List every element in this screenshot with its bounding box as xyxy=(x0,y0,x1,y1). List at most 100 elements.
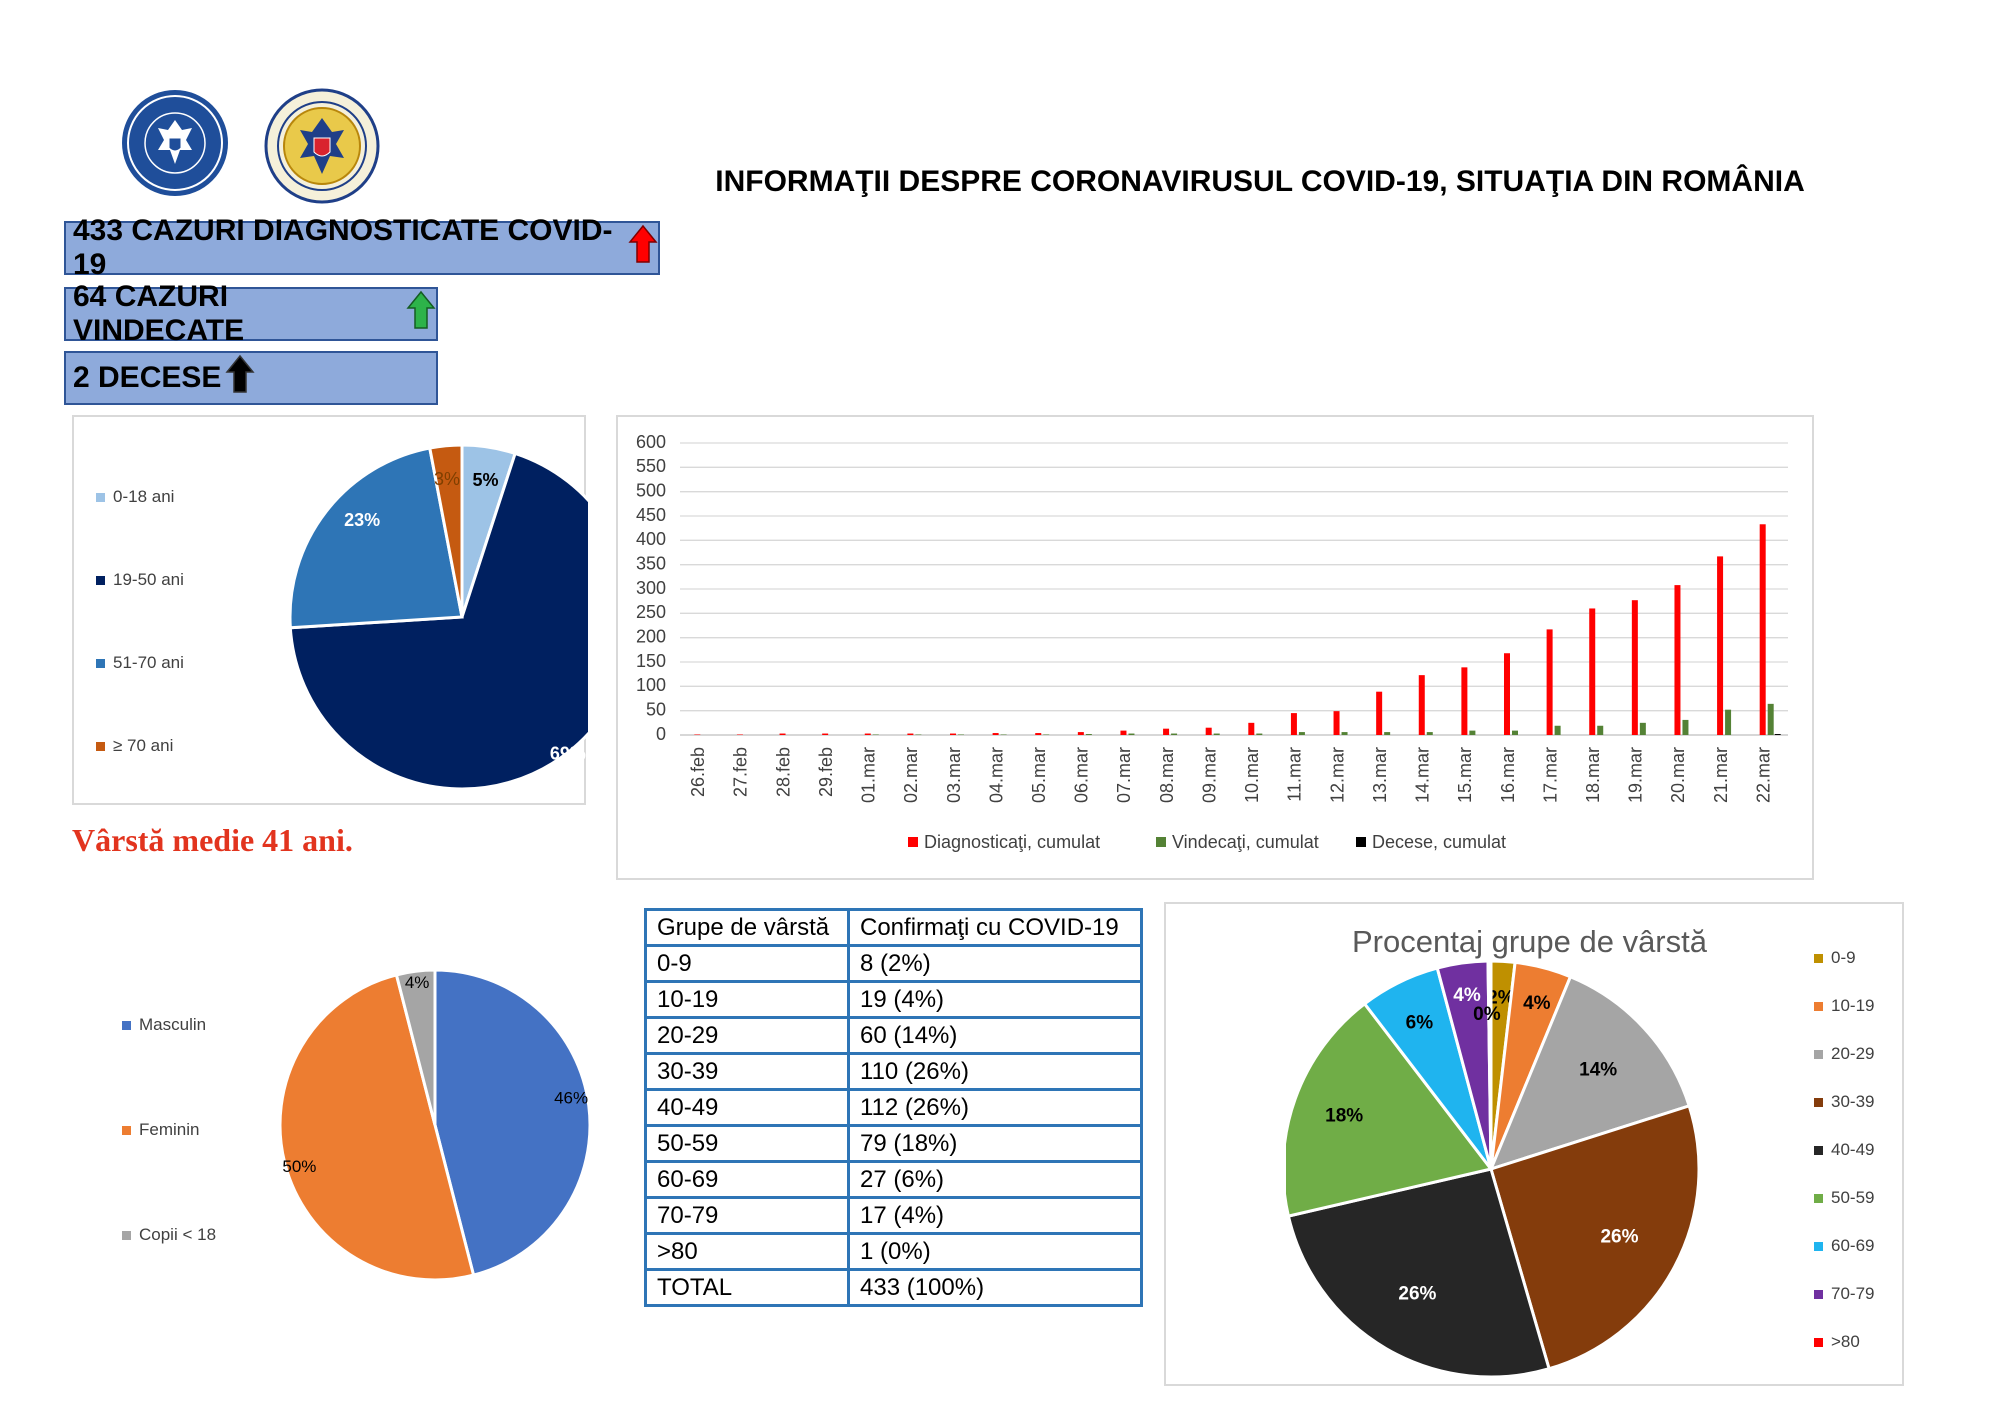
x-tick-label: 10.mar xyxy=(1242,747,1262,803)
pie-slice xyxy=(288,446,464,630)
bar xyxy=(1759,524,1766,735)
bar xyxy=(864,733,871,735)
legend-label: Masculin xyxy=(139,1015,207,1034)
bar xyxy=(1589,608,1596,735)
legend-item: 30-39 xyxy=(1814,1092,1904,1112)
x-tick-label: 26.feb xyxy=(688,747,708,797)
confirmed-cell: 112 (26%) xyxy=(847,1088,1143,1127)
y-tick-label: 350 xyxy=(636,553,666,573)
legend-swatch xyxy=(1814,1049,1823,1059)
pie-data-label: 3% xyxy=(434,469,460,489)
x-tick-label: 09.mar xyxy=(1199,747,1219,803)
pie-slice xyxy=(1489,1103,1701,1371)
pie-data-label: 50% xyxy=(282,1157,316,1176)
y-tick-label: 250 xyxy=(636,602,666,622)
x-tick-label: 22.mar xyxy=(1753,747,1773,803)
legend-label: 20-29 xyxy=(1831,1044,1875,1063)
table-header: Grupe de vârstă xyxy=(644,908,850,947)
bar xyxy=(1248,722,1255,735)
legend-label: 40-49 xyxy=(1831,1140,1875,1159)
y-tick-label: 50 xyxy=(646,699,666,719)
x-tick-label: 29.feb xyxy=(816,747,836,797)
legend-item: 70-79 xyxy=(1814,1284,1904,1304)
bar xyxy=(1461,667,1468,735)
table-row: 60-69 27 (6%) xyxy=(644,1160,1143,1199)
age-group-cell: 70-79 xyxy=(644,1196,850,1235)
x-tick-label: 02.mar xyxy=(901,747,921,803)
arrow-up-icon xyxy=(628,224,658,272)
age-percent-pie-panel: Procentaj grupe de vârstă 2% 4% 14% 26% 26% 1… xyxy=(1164,902,1904,1386)
age-pie-legend: 0-18 ani 19-50 ani 51-70 ani ≥ 70 ani xyxy=(96,487,236,819)
pie-slice xyxy=(433,968,592,1277)
bar xyxy=(1554,725,1561,735)
pie-slice xyxy=(394,968,437,1126)
age-group-cell: 40-49 xyxy=(644,1088,850,1127)
table-row: 30-39 110 (26%) xyxy=(644,1052,1143,1091)
y-tick-label: 500 xyxy=(636,480,666,500)
bar xyxy=(1333,711,1340,735)
legend-label: 10-19 xyxy=(1831,996,1875,1015)
legend-label: ≥ 70 ani xyxy=(113,736,174,755)
legend-swatch xyxy=(122,1230,131,1240)
legend-label: Feminin xyxy=(139,1120,200,1139)
legend-swatch xyxy=(122,1020,131,1030)
x-tick-label: 08.mar xyxy=(1157,747,1177,803)
legend-item: Masculin xyxy=(122,1015,272,1035)
confirmed-cell: 19 (4%) xyxy=(847,980,1143,1019)
pie-data-label: 14% xyxy=(1579,1059,1617,1080)
legend-swatch xyxy=(1156,837,1166,847)
age-percent-pie-chart: 2% 4%14%26%26%18%6%4%0% xyxy=(1286,959,1701,1379)
x-tick-label: 03.mar xyxy=(944,747,964,803)
bar xyxy=(1298,732,1305,735)
recovered-stat: 64 CAZURI VINDECATE xyxy=(64,280,438,347)
legend-swatch xyxy=(122,1125,131,1135)
bar xyxy=(1341,732,1348,735)
y-tick-label: 200 xyxy=(636,626,666,646)
bar xyxy=(907,733,914,735)
confirmed-cell: 60 (14%) xyxy=(847,1016,1143,1055)
table-row: >80 1 (0%) xyxy=(644,1232,1143,1271)
cumulative-bar-panel: 0 50 100 150 200 250 300 350 400 450 500 550 600 26.f… xyxy=(616,415,1814,880)
legend-label: 30-39 xyxy=(1831,1092,1875,1111)
bar xyxy=(1418,675,1425,735)
x-tick-label: 14.mar xyxy=(1413,747,1433,803)
legend-swatch xyxy=(1814,1193,1823,1203)
bar xyxy=(1597,725,1604,735)
pie-slice xyxy=(288,451,588,791)
age-percent-pie-legend: 0-9 10-19 20-29 30-39 40-49 50-59 60-69 70-79 >8… xyxy=(1814,948,1904,1380)
bar xyxy=(1077,732,1084,735)
pie-slice xyxy=(1286,1167,1551,1379)
legend-label: 19-50 ani xyxy=(113,570,184,589)
age-table-container: Grupe de vârstă Confirmaţi cu COVID-19 0… xyxy=(644,908,1143,1307)
x-tick-label: 11.mar xyxy=(1285,747,1305,802)
x-tick-label: 01.mar xyxy=(859,747,879,803)
bar xyxy=(1717,556,1724,735)
table-row: 20-29 60 (14%) xyxy=(644,1016,1143,1055)
x-tick-label: 19.mar xyxy=(1626,747,1646,803)
x-tick-label: 07.mar xyxy=(1114,747,1134,803)
x-tick-label: 05.mar xyxy=(1029,747,1049,803)
y-tick-label: 400 xyxy=(636,529,666,549)
legend-item: 10-19 xyxy=(1814,996,1904,1016)
legend-label: Vindecaţi, cumulat xyxy=(1172,832,1319,852)
chart-title: Procentaj grupe de vârstă xyxy=(1352,924,1707,959)
dsu-seal xyxy=(264,88,380,204)
legend-swatch xyxy=(96,741,105,751)
x-tick-label: 17.mar xyxy=(1540,747,1560,803)
bar xyxy=(1469,730,1476,735)
bar xyxy=(992,733,999,735)
legend-swatch xyxy=(1814,953,1823,963)
bar xyxy=(1205,727,1212,735)
age-group-cell: 60-69 xyxy=(644,1160,850,1199)
x-tick-label: 13.mar xyxy=(1370,747,1390,803)
cumulative-bar-chart: 0 50 100 150 200 250 300 350 400 450 500 550 600 26.f… xyxy=(636,432,1788,852)
x-tick-label: 27.feb xyxy=(731,747,751,797)
table-row: 50-59 79 (18%) xyxy=(644,1124,1143,1163)
confirmed-cell: 17 (4%) xyxy=(847,1196,1143,1235)
age-group-cell: 20-29 xyxy=(644,1016,850,1055)
confirmed-cell: 433 (100%) xyxy=(847,1268,1143,1307)
bar xyxy=(1682,719,1689,735)
legend-item: ≥ 70 ani xyxy=(96,736,236,756)
pie-data-label: 5% xyxy=(473,470,499,490)
deaths-label: 2 DECESE xyxy=(73,361,222,394)
